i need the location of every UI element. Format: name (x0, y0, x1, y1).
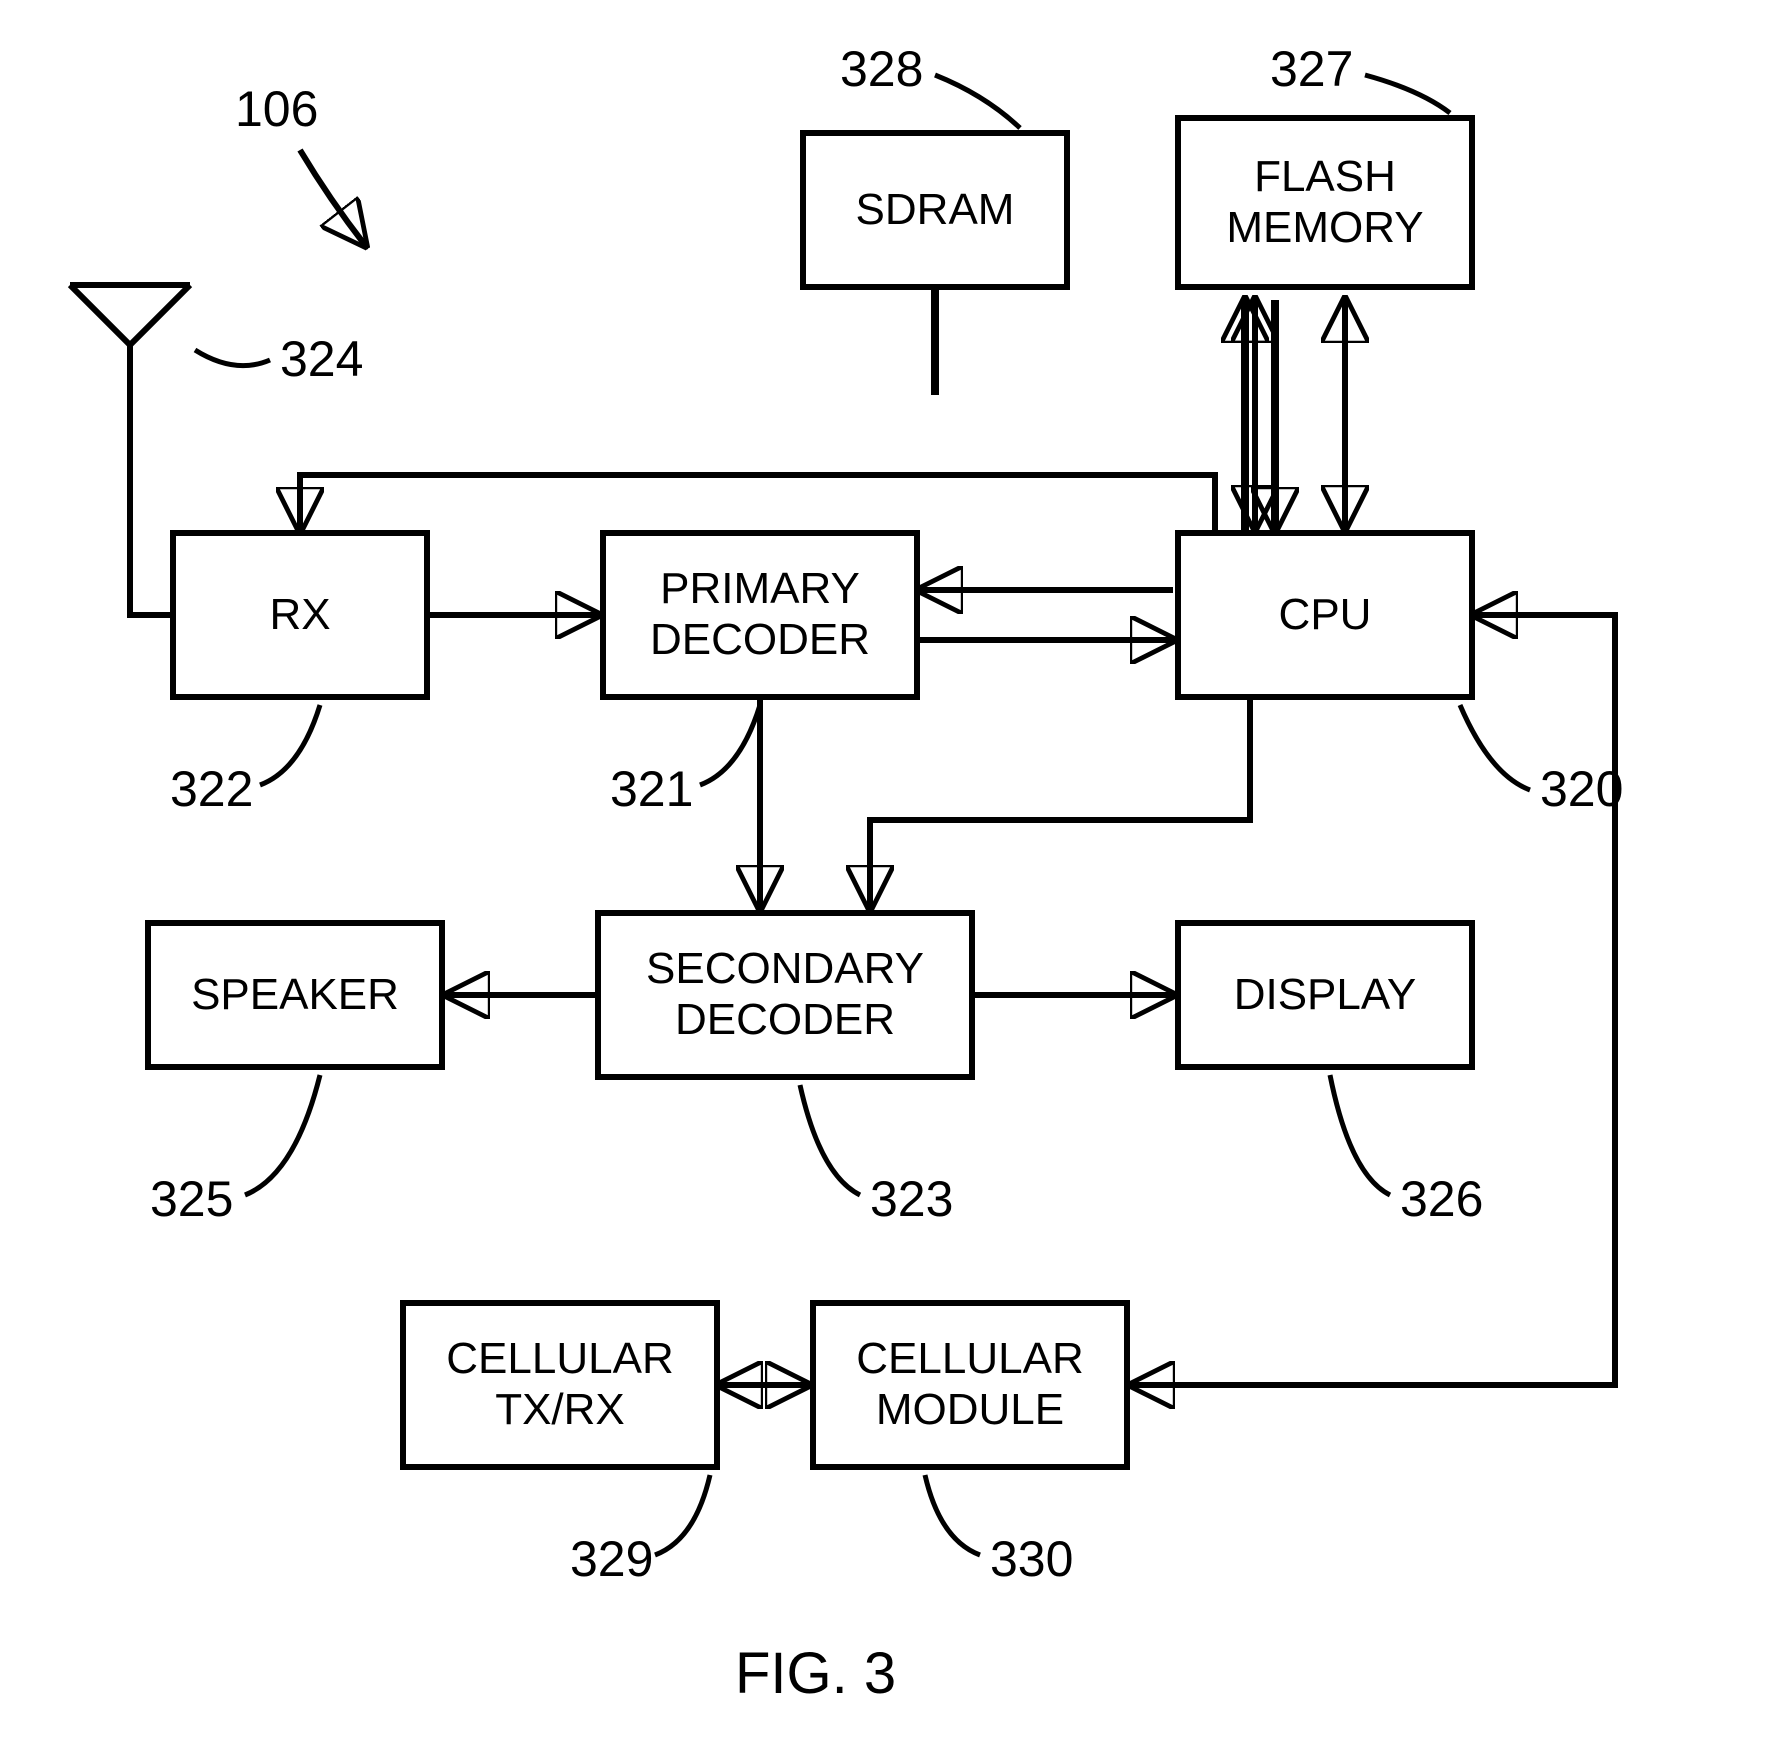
block-speaker: SPEAKER (145, 920, 445, 1070)
antenna-icon (70, 285, 190, 530)
ref-rx: 322 (170, 760, 253, 818)
ref-secondary: 323 (870, 1170, 953, 1228)
block-cellular-txrx-label: CELLULAR TX/RX (446, 1334, 673, 1435)
block-secondary: SECONDARY DECODER (595, 910, 975, 1080)
block-primary-label: PRIMARY DECODER (650, 564, 870, 665)
block-display-label: DISPLAY (1234, 970, 1417, 1021)
block-sdram-label: SDRAM (856, 185, 1015, 236)
block-flash-label: FLASH MEMORY (1226, 152, 1423, 253)
block-sdram: SDRAM (800, 130, 1070, 290)
system-ref-label: 106 (235, 80, 318, 138)
block-secondary-label: SECONDARY DECODER (646, 944, 924, 1045)
ref-cellular-txrx: 329 (570, 1530, 653, 1588)
ref-cellular-module: 330 (990, 1530, 1073, 1588)
block-cpu: CPU (1175, 530, 1475, 700)
ref-speaker: 325 (150, 1170, 233, 1228)
ref-primary: 321 (610, 760, 693, 818)
block-rx: RX (170, 530, 430, 700)
ref-sdram: 328 (840, 40, 923, 98)
block-primary: PRIMARY DECODER (600, 530, 920, 700)
block-cellular-module-label: CELLULAR MODULE (856, 1334, 1083, 1435)
block-diagram: 106 SDRAM 328 FLASH MEMORY 327 RX 322 PR… (0, 0, 1768, 1755)
block-flash: FLASH MEMORY (1175, 115, 1475, 290)
block-display: DISPLAY (1175, 920, 1475, 1070)
ref-cpu: 320 (1540, 760, 1623, 818)
block-cellular-module: CELLULAR MODULE (810, 1300, 1130, 1470)
block-speaker-label: SPEAKER (191, 970, 399, 1021)
block-cpu-label: CPU (1279, 590, 1372, 641)
ref-flash: 327 (1270, 40, 1353, 98)
block-cellular-txrx: CELLULAR TX/RX (400, 1300, 720, 1470)
ref-antenna: 324 (280, 330, 363, 388)
block-rx-label: RX (269, 590, 330, 641)
figure-caption: FIG. 3 (735, 1640, 896, 1707)
ref-display: 326 (1400, 1170, 1483, 1228)
